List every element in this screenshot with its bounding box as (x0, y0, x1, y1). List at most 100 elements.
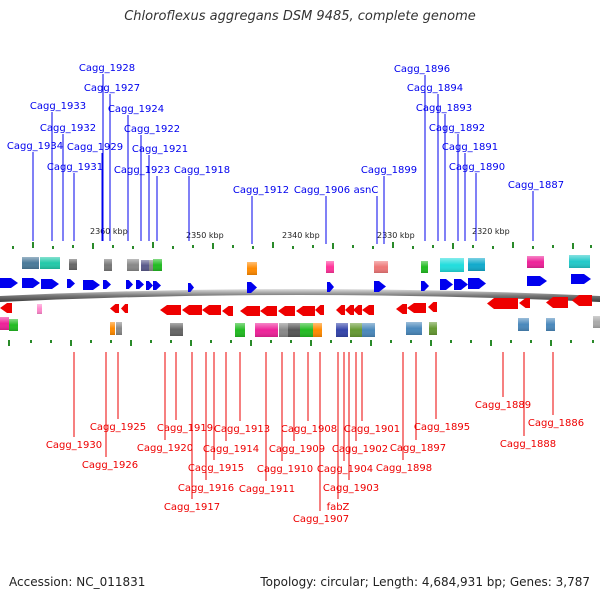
tick-mark (390, 340, 392, 343)
forward-gene-arrow (153, 281, 161, 290)
forward-gene-label: Cagg_1887 (508, 180, 564, 191)
forward-gene-arrow (22, 278, 40, 288)
forward-gene-arrow (527, 276, 547, 286)
cog-box-shade (288, 323, 300, 337)
forward-gene-arrow (146, 281, 153, 290)
reverse-gene-arrow (260, 306, 277, 316)
forward-gene-arrow (83, 280, 100, 290)
tick-mark (212, 243, 214, 249)
cog-box-shade (153, 259, 162, 271)
forward-gene-label: Cagg_1891 (442, 142, 498, 153)
tick-mark (172, 246, 174, 249)
reverse-gene-label: Cagg_1903 (323, 483, 379, 494)
forward-gene-arrow (103, 280, 111, 289)
tick-mark (50, 340, 52, 343)
tick-mark (410, 340, 412, 343)
tick-mark (572, 243, 574, 249)
cog-box-shade (362, 323, 375, 337)
cog-box-shade (40, 257, 60, 269)
tick-mark (112, 245, 114, 248)
reverse-gene-label: Cagg_1920 (137, 443, 193, 454)
reverse-gene-label: Cagg_1889 (475, 400, 531, 411)
cog-box-shade (22, 257, 39, 269)
cog-box-shade (141, 260, 149, 271)
forward-gene-arrow (571, 274, 591, 284)
tick-mark (210, 340, 212, 343)
cog-box-shade (440, 258, 464, 272)
tick-mark (252, 246, 254, 249)
reverse-gene-label: Cagg_1888 (500, 439, 556, 450)
forward-gene-label: Cagg_1924 (108, 104, 164, 115)
forward-gene-arrow (468, 278, 486, 289)
forward-gene-label: Cagg_1912 (233, 185, 289, 196)
cog-box-shade (546, 318, 555, 331)
tick-mark (90, 340, 92, 343)
forward-gene-arrow (374, 281, 386, 292)
forward-gene-arrow (421, 281, 429, 291)
tick-mark (190, 340, 192, 346)
tick-mark (150, 340, 152, 343)
forward-gene-label: Cagg_1894 (407, 83, 463, 94)
tick-mark (130, 340, 132, 346)
tick-mark (8, 340, 10, 346)
cog-box-shade (336, 323, 348, 337)
genome-title: Chloroflexus aggregans DSM 9485, complet… (124, 9, 476, 24)
tick-mark (272, 242, 274, 248)
tick-mark (312, 245, 314, 248)
reverse-gene-label: Cagg_1914 (203, 444, 259, 455)
reverse-gene-arrow (428, 302, 437, 312)
accession-text: Accession: NC_011831 (9, 575, 146, 589)
cog-box-shade (9, 319, 18, 331)
cog-box-shade (279, 323, 288, 337)
tick-mark (392, 242, 394, 248)
tick-mark (352, 245, 354, 248)
reverse-gene-arrow (296, 306, 315, 316)
forward-gene-label: Cagg_1927 (84, 83, 140, 94)
forward-gene-arrow (327, 282, 334, 292)
tick-mark (532, 246, 534, 249)
forward-gene-arrow (454, 279, 468, 290)
forward-gene-arrow (126, 280, 133, 289)
cog-box-shade (468, 258, 485, 271)
forward-gene-arrow (440, 279, 453, 290)
genome-summary-text: Topology: circular; Length: 4,684,931 bp… (260, 575, 590, 589)
tick-mark (32, 242, 34, 248)
reverse-gene-arrow (278, 306, 295, 316)
reverse-gene-arrow (546, 297, 568, 308)
cog-box-shade (255, 323, 278, 337)
cog-box-shade (247, 262, 257, 275)
reverse-gene-label: Cagg_1909 (269, 444, 325, 455)
tick-mark (310, 340, 312, 346)
reverse-gene-arrow (396, 304, 407, 314)
forward-gene-label: asnC (354, 185, 379, 196)
forward-gene-label: Cagg_1892 (429, 123, 485, 134)
reverse-gene-label: Cagg_1910 (257, 464, 313, 475)
reverse-gene-arrow (336, 305, 345, 315)
tick-mark (552, 245, 554, 248)
forward-gene-label: Cagg_1918 (174, 165, 230, 176)
cog-box-shade (421, 261, 428, 273)
reverse-gene-label: Cagg_1908 (281, 424, 337, 435)
forward-gene-label: Cagg_1896 (394, 64, 450, 75)
forward-gene-arrow (41, 279, 59, 289)
tick-mark (510, 340, 512, 343)
reverse-gene-label: Cagg_1916 (178, 483, 234, 494)
cog-box-shade (0, 317, 9, 330)
cog-box-shade (127, 259, 139, 271)
forward-gene-label: Cagg_1906 (294, 185, 350, 196)
cog-box-shade (116, 322, 122, 335)
reverse-gene-label: Cagg_1926 (82, 460, 138, 471)
forward-gene-label: Cagg_1899 (361, 165, 417, 176)
genome-backbone (0, 289, 600, 302)
cog-box-shade (110, 322, 115, 335)
reverse-gene-arrow (345, 305, 354, 315)
forward-gene-arrow (0, 278, 18, 288)
tick-mark (52, 246, 54, 249)
tick-mark (490, 340, 492, 346)
reverse-gene-label: Cagg_1930 (46, 440, 102, 451)
tick-mark (292, 246, 294, 249)
reverse-gene-arrow (121, 304, 128, 313)
ruler-label: 2350 kbp (186, 231, 224, 240)
tick-mark (550, 340, 552, 346)
